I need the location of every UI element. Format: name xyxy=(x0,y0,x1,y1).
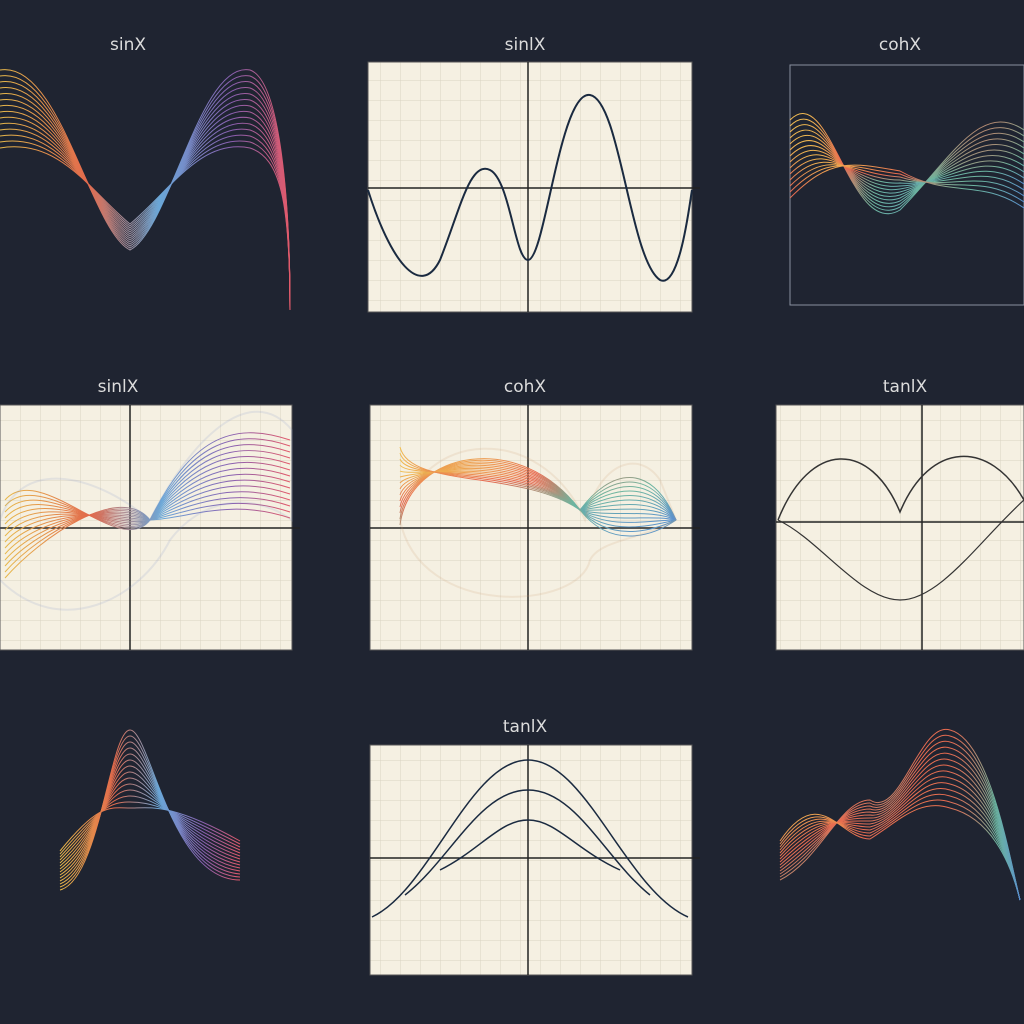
curve xyxy=(789,164,1024,209)
curve xyxy=(367,93,693,282)
panel-box xyxy=(789,64,1024,306)
curve xyxy=(59,741,241,885)
curve xyxy=(789,161,1024,191)
curve xyxy=(789,165,1024,203)
curve xyxy=(59,771,241,870)
curve xyxy=(789,164,1024,197)
panel-title: sinlX xyxy=(505,35,546,55)
curve xyxy=(371,759,689,918)
curve xyxy=(59,801,241,855)
curve xyxy=(779,776,1021,901)
axes xyxy=(0,62,1024,975)
curve xyxy=(789,154,1024,187)
curve xyxy=(0,122,291,311)
curve xyxy=(59,807,241,852)
curve xyxy=(404,789,651,896)
curve xyxy=(398,447,678,598)
curve xyxy=(789,129,1024,204)
panel-title: tanlX xyxy=(503,717,548,737)
curve xyxy=(789,140,1024,198)
curve xyxy=(789,145,1024,194)
curve xyxy=(789,118,1024,211)
curve xyxy=(0,410,293,611)
curve xyxy=(777,455,1024,521)
curve xyxy=(789,113,1024,214)
curve xyxy=(779,805,1021,901)
curve xyxy=(0,116,291,311)
curve xyxy=(399,446,677,537)
curve xyxy=(59,729,241,891)
curve xyxy=(59,753,241,879)
curve xyxy=(779,793,1021,901)
curve xyxy=(59,735,241,888)
curve xyxy=(399,452,677,532)
curve xyxy=(0,134,291,311)
curve xyxy=(4,507,291,579)
panel-title: cohX xyxy=(504,377,547,397)
curve xyxy=(59,789,241,861)
curve xyxy=(59,765,241,873)
curve xyxy=(59,777,241,867)
curve xyxy=(779,770,1021,901)
curve xyxy=(439,819,621,871)
curve xyxy=(777,499,1024,601)
panel-title: sinlX xyxy=(98,377,139,397)
curves xyxy=(0,69,1024,918)
panel-grid xyxy=(775,404,1024,651)
panel-grid xyxy=(367,61,693,313)
curve xyxy=(399,458,677,528)
curve xyxy=(0,146,291,311)
curve xyxy=(789,149,1024,191)
curve xyxy=(789,158,1024,185)
panel-grid xyxy=(369,744,693,976)
curve xyxy=(0,128,291,311)
curve xyxy=(59,795,241,858)
curve xyxy=(59,759,241,876)
curve xyxy=(59,747,241,882)
panel-title: tanlX xyxy=(883,377,928,397)
curve xyxy=(779,799,1021,901)
curve xyxy=(789,134,1024,201)
curve xyxy=(0,140,291,311)
curve xyxy=(779,764,1021,901)
curve xyxy=(779,782,1021,901)
curve xyxy=(779,787,1021,901)
panel-title: sinX xyxy=(110,35,146,55)
panel-title: cohX xyxy=(879,35,922,55)
titles: sinX sinlX cohX sinlX cohX tanlX tanlX xyxy=(98,35,928,737)
curve xyxy=(789,124,1024,208)
curve xyxy=(0,99,291,311)
curve xyxy=(59,783,241,864)
